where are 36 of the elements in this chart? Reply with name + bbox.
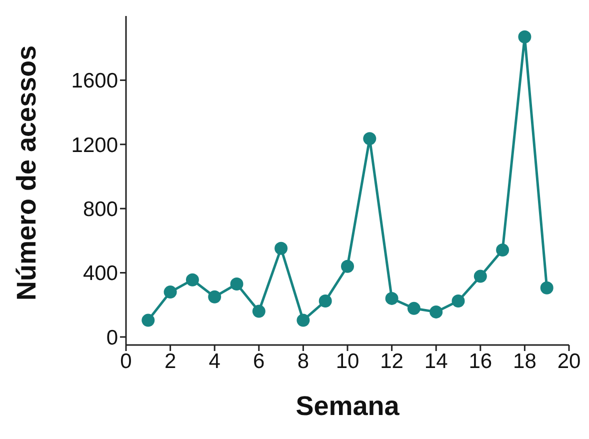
point <box>474 270 487 283</box>
x-tick-label: 6 <box>253 350 265 373</box>
x-tick-label: 14 <box>424 350 448 373</box>
point <box>363 132 376 146</box>
y-tick-label: 0 <box>106 326 118 350</box>
x-tick-label: 18 <box>513 350 536 373</box>
point <box>452 294 465 308</box>
point <box>296 314 310 327</box>
point <box>318 294 332 308</box>
x-axis-title: Semana <box>296 391 400 421</box>
point <box>518 30 532 44</box>
x-tick-label: 8 <box>297 350 310 373</box>
point <box>341 260 354 273</box>
point <box>252 304 266 318</box>
y-tick-label: 400 <box>82 262 118 286</box>
y-tick-label: 1200 <box>71 134 118 157</box>
point <box>274 242 288 255</box>
y-axis-title: Número de acessos <box>12 45 42 300</box>
point <box>385 292 398 305</box>
x-tick-label: 4 <box>208 350 221 373</box>
point <box>430 305 443 318</box>
x-tick-label: 10 <box>336 350 360 373</box>
point <box>208 290 222 304</box>
point <box>142 314 155 327</box>
point <box>407 302 420 315</box>
x-tick-label: 16 <box>468 350 492 373</box>
point <box>540 281 554 294</box>
point <box>496 243 510 256</box>
point <box>230 278 244 291</box>
x-tick-label: 2 <box>164 350 176 373</box>
point <box>186 273 199 286</box>
x-tick-label: 12 <box>380 350 404 373</box>
point <box>164 286 177 299</box>
y-tick-label: 800 <box>82 198 118 222</box>
y-tick-label: 1600 <box>71 70 118 93</box>
x-tick-label: 20 <box>557 350 581 373</box>
